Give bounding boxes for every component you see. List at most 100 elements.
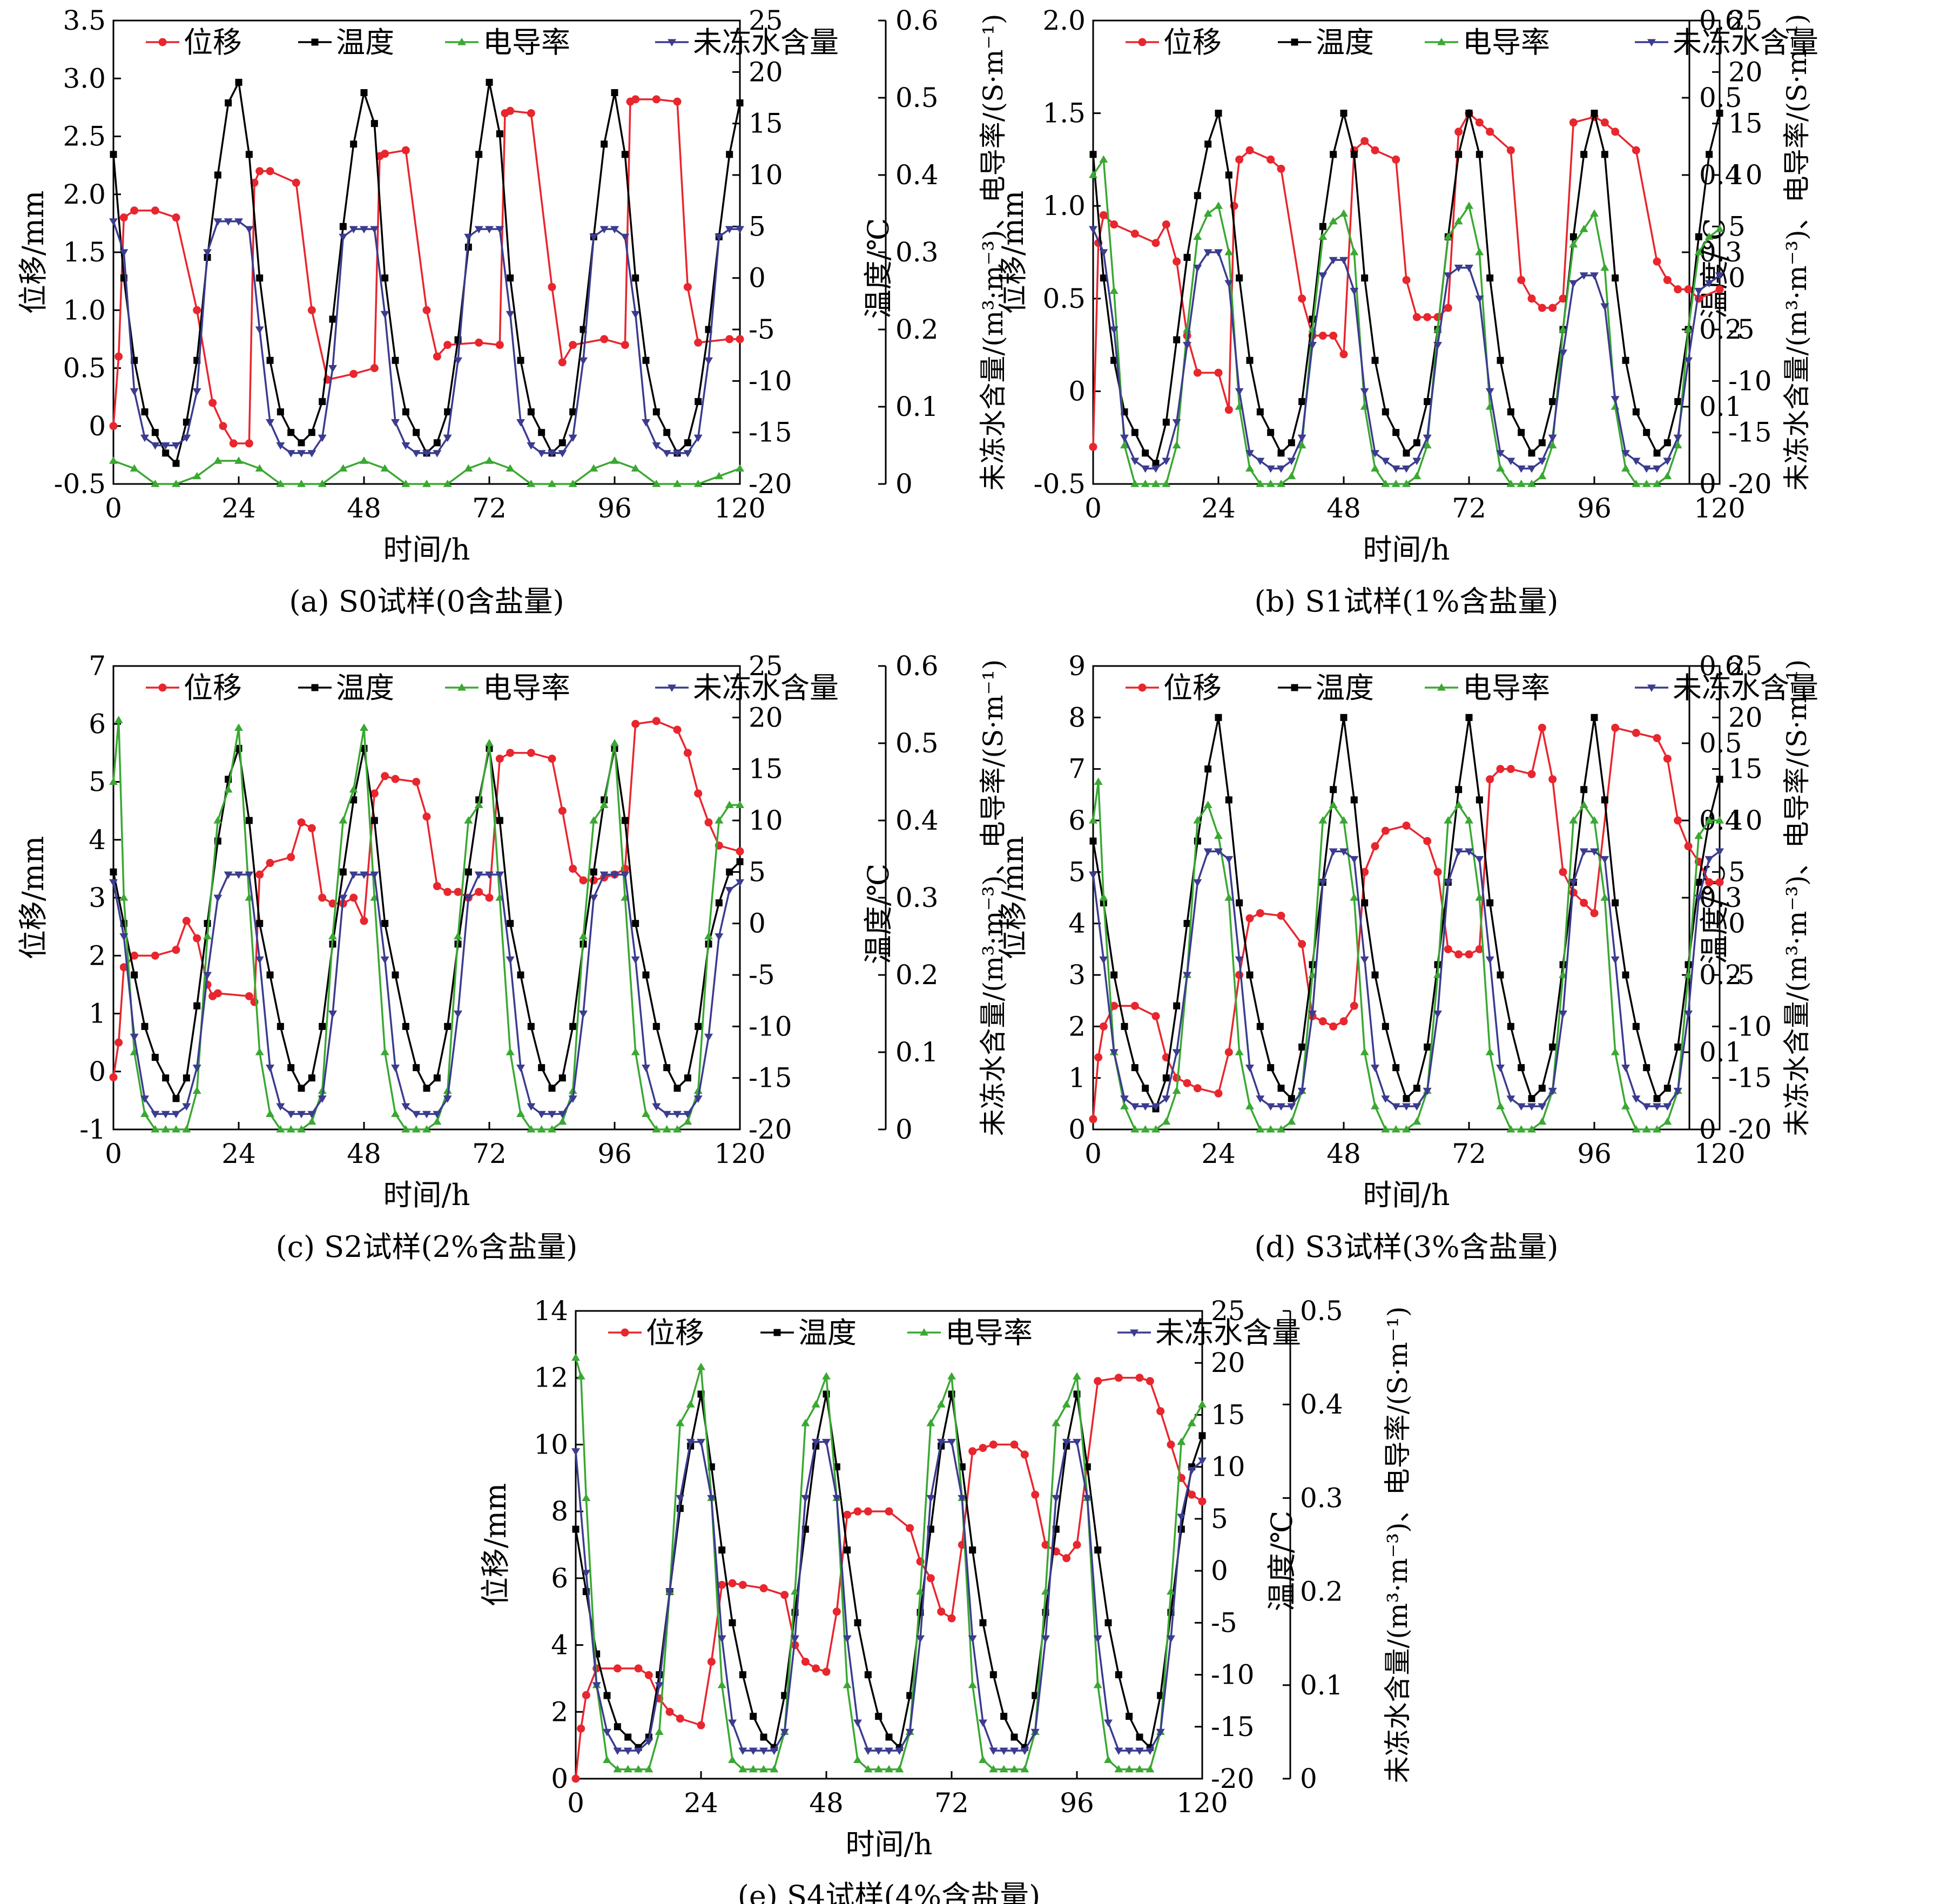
point-temperature <box>1632 1022 1640 1030</box>
point-temperature <box>1142 449 1149 457</box>
point-conductivity <box>715 472 724 480</box>
y-right-tick-label: 0.3 <box>895 882 939 913</box>
y-right-tick-label: 0.3 <box>1300 1482 1343 1513</box>
point-unfrozen-water <box>642 1065 650 1072</box>
point-temperature <box>1413 1085 1420 1092</box>
point-conductivity <box>1705 816 1714 824</box>
point-temperature <box>1549 1043 1557 1051</box>
point-conductivity <box>328 932 337 940</box>
point-displacement <box>736 335 744 344</box>
point-displacement <box>1329 331 1338 340</box>
point-unfrozen-water <box>360 871 368 879</box>
legend-marker-unfrozen-water <box>1130 1329 1138 1337</box>
point-displacement <box>1193 368 1202 377</box>
point-unfrozen-water <box>1527 1103 1536 1111</box>
point-conductivity <box>464 464 473 472</box>
point-unfrozen-water <box>579 1010 588 1018</box>
point-conductivity <box>454 932 462 940</box>
point-unfrozen-water <box>801 1495 810 1503</box>
point-displacement <box>119 213 128 222</box>
y-right-tick-label: 0.6 <box>895 650 939 682</box>
point-temperature <box>1142 1085 1149 1092</box>
y-right-tick-label: 0.2 <box>1699 314 1742 345</box>
point-displacement <box>443 341 452 349</box>
y-temp-tick-label: 15 <box>749 108 783 139</box>
point-conductivity <box>843 1680 852 1688</box>
point-conductivity <box>1642 480 1651 487</box>
point-displacement <box>673 97 682 106</box>
point-conductivity <box>759 1765 768 1773</box>
point-displacement <box>1674 285 1682 294</box>
point-conductivity <box>1214 831 1223 839</box>
x-tick-label: 120 <box>714 493 765 524</box>
y-temp-tick-label: 10 <box>1728 805 1763 836</box>
point-unfrozen-water <box>1621 450 1630 458</box>
point-displacement <box>1475 945 1484 953</box>
point-temperature <box>1507 408 1514 416</box>
point-displacement <box>906 1524 914 1532</box>
y-temp-tick-label: -15 <box>1728 1062 1772 1094</box>
point-unfrozen-water <box>318 1095 327 1103</box>
point-displacement <box>1611 723 1620 732</box>
y-temp-tick-label: 10 <box>1728 159 1763 191</box>
point-displacement <box>759 1584 768 1592</box>
point-displacement <box>1506 765 1515 773</box>
point-displacement <box>1214 368 1223 377</box>
point-displacement <box>683 282 692 291</box>
point-temperature <box>151 429 159 436</box>
point-conductivity <box>485 739 494 746</box>
series-line-displacement <box>1092 112 1720 447</box>
point-conductivity <box>1124 1765 1134 1773</box>
series-line-conductivity <box>112 719 740 1131</box>
point-temperature <box>726 151 733 158</box>
point-conductivity <box>576 1372 585 1380</box>
point-displacement <box>1031 1490 1040 1499</box>
point-displacement <box>683 749 692 757</box>
point-conductivity <box>380 464 389 472</box>
point-unfrozen-water <box>1611 396 1620 403</box>
y-right-tick-label: 0.5 <box>895 728 939 759</box>
point-unfrozen-water <box>853 1719 862 1727</box>
point-unfrozen-water <box>1705 280 1714 288</box>
point-displacement <box>1444 945 1452 953</box>
point-conductivity <box>192 1086 201 1094</box>
point-unfrozen-water <box>1052 1495 1061 1503</box>
x-tick-label: 120 <box>714 1138 765 1169</box>
point-temperature <box>1236 274 1243 282</box>
point-conductivity <box>1371 464 1379 472</box>
point-unfrozen-water <box>1548 1087 1557 1095</box>
point-displacement <box>349 369 358 378</box>
point-unfrozen-water <box>1114 1747 1123 1755</box>
point-unfrozen-water <box>266 1065 274 1072</box>
point-conductivity <box>1632 480 1641 487</box>
y-temp-tick-label: -20 <box>1728 1114 1772 1145</box>
point-unfrozen-water <box>885 1747 893 1755</box>
point-temperature <box>1663 1085 1671 1092</box>
point-temperature <box>1000 1713 1008 1720</box>
y-temp-tick-label: 0 <box>749 908 766 939</box>
point-conductivity <box>266 1109 274 1117</box>
point-temperature <box>350 140 358 148</box>
y-right-tick-label: 0.2 <box>1300 1576 1343 1607</box>
y-temp-tick-label: -10 <box>749 365 792 396</box>
point-conductivity <box>506 464 515 472</box>
point-conductivity <box>537 1125 546 1133</box>
point-conductivity <box>1062 1400 1071 1408</box>
legend-marker-displacement <box>158 38 167 46</box>
point-displacement <box>1245 146 1254 154</box>
point-unfrozen-water <box>1245 1065 1254 1072</box>
point-temperature <box>1392 429 1400 436</box>
point-temperature <box>1706 151 1713 158</box>
point-unfrozen-water <box>485 871 494 879</box>
point-temperature <box>632 920 639 927</box>
point-displacement <box>1277 911 1285 920</box>
y-right-axis-label: 未冻水含量/(m³·m⁻³)、电导率/(S·m⁻¹) <box>978 14 1009 491</box>
point-temperature <box>287 429 295 436</box>
point-unfrozen-water <box>1673 434 1682 442</box>
point-unfrozen-water <box>697 1438 705 1446</box>
point-conductivity <box>1162 480 1171 487</box>
point-unfrozen-water <box>1371 450 1379 458</box>
point-conductivity <box>1506 1125 1515 1133</box>
point-temperature <box>496 817 503 824</box>
y-left-tick-label: 0.5 <box>63 353 106 384</box>
